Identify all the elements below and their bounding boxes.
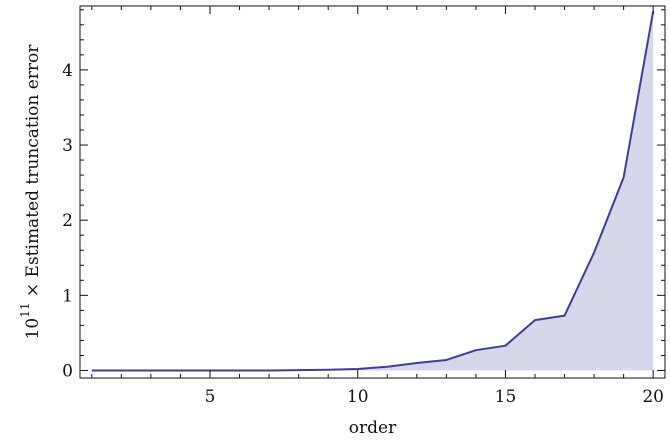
plot-frame (79, 5, 666, 379)
series-line (91, 11, 655, 372)
y-tick-label: 0 (62, 361, 73, 381)
x-tick-label: 10 (347, 387, 369, 407)
x-tick-label: 5 (205, 387, 216, 407)
y-tick-label: 3 (62, 136, 73, 156)
y-tick-label: 1 (62, 286, 73, 306)
axes: 5 10 15 20 0 1 2 3 4 (62, 5, 666, 407)
x-tick-label: 20 (642, 387, 664, 407)
y-tick-label: 4 (62, 61, 73, 81)
x-axis-label: order (349, 418, 397, 438)
area-fill (91, 11, 654, 371)
y-tick-label: 2 (62, 211, 73, 231)
plot-area (91, 11, 655, 372)
y-axis-label: 1011 × Estimated truncation error (18, 44, 43, 340)
y-axis-label-base: 10 (23, 318, 43, 340)
y-axis-label-text: × Estimated truncation error (23, 44, 43, 303)
x-tick-label: 15 (495, 387, 517, 407)
y-axis-label-exponent: 11 (18, 303, 32, 318)
